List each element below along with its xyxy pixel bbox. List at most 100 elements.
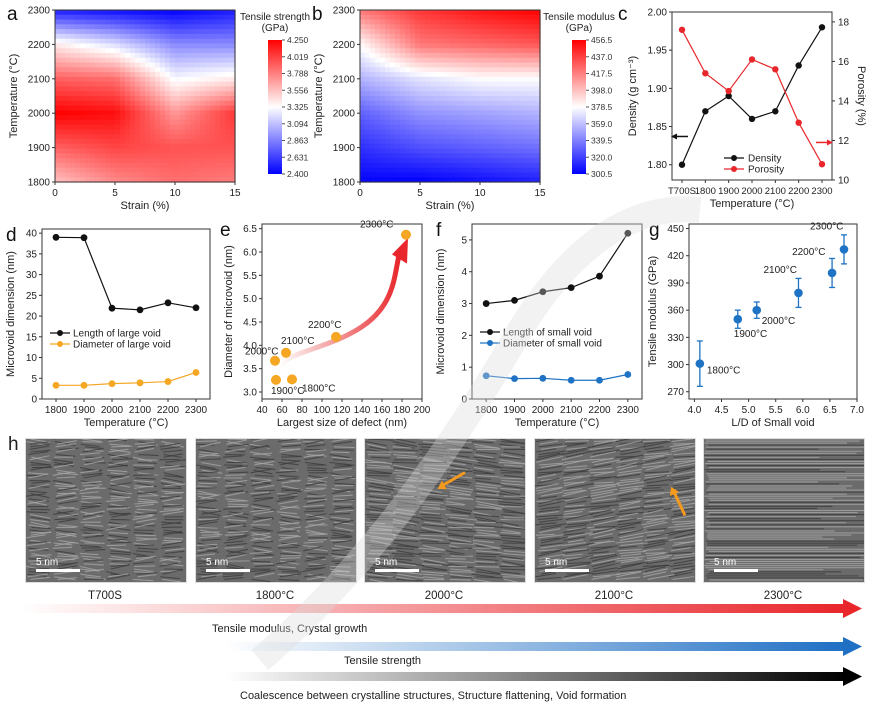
heatmap-cell bbox=[505, 86, 511, 91]
heatmap-cell bbox=[410, 134, 416, 139]
heatmap-cell bbox=[395, 125, 401, 130]
heatmap-cell bbox=[465, 67, 471, 72]
heatmap-cell bbox=[405, 72, 411, 77]
heatmap-cell bbox=[485, 63, 491, 68]
heatmap-cell bbox=[505, 163, 511, 168]
heatmap-cell bbox=[155, 101, 161, 106]
heatmap-cell bbox=[175, 144, 181, 149]
x-tick-label: 4.5 bbox=[715, 405, 729, 416]
heatmap-cell bbox=[165, 10, 171, 15]
y-axis-title: Temperature (°C) bbox=[8, 54, 20, 138]
heatmap-cell bbox=[165, 72, 171, 77]
heatmap-cell bbox=[440, 115, 446, 120]
heatmap-cell bbox=[365, 10, 371, 15]
heatmap-cell bbox=[415, 29, 421, 34]
heatmap-cell bbox=[365, 96, 371, 101]
heatmap-cell bbox=[120, 168, 126, 173]
heatmap-cell bbox=[425, 82, 431, 87]
scale-bar bbox=[206, 569, 250, 572]
heatmap-cell bbox=[385, 91, 391, 96]
heatmap-cell bbox=[390, 125, 396, 130]
heatmap-cell bbox=[450, 106, 456, 111]
heatmap-cell bbox=[525, 43, 531, 48]
y-tick-label: 420 bbox=[667, 251, 684, 262]
heatmap-cell bbox=[195, 91, 201, 96]
heatmap-cell bbox=[410, 120, 416, 125]
heatmap-cell bbox=[190, 39, 196, 44]
heatmap-cell bbox=[385, 29, 391, 34]
heatmap-cell bbox=[410, 39, 416, 44]
heatmap-cell bbox=[80, 48, 86, 53]
heatmap-cell bbox=[465, 129, 471, 134]
heatmap-cell bbox=[55, 139, 61, 144]
heatmap-cell bbox=[165, 158, 171, 163]
heatmap-cell bbox=[150, 72, 156, 77]
heatmap-cell bbox=[435, 139, 441, 144]
heatmap-cell bbox=[405, 53, 411, 58]
heatmap-cell bbox=[135, 110, 141, 115]
heatmap-cell bbox=[485, 39, 491, 44]
heatmap-cell bbox=[450, 110, 456, 115]
heatmap-cell bbox=[475, 101, 481, 106]
tem-image: 5 nm bbox=[703, 438, 865, 583]
heatmap-cell bbox=[455, 101, 461, 106]
heatmap-cell bbox=[85, 163, 91, 168]
heatmap-cell bbox=[200, 20, 206, 25]
heatmap-cell bbox=[485, 58, 491, 63]
heatmap-cell bbox=[115, 86, 121, 91]
heatmap-cell bbox=[105, 29, 111, 34]
heatmap-cell bbox=[210, 172, 216, 177]
heatmap-cell bbox=[180, 144, 186, 149]
heatmap-cell bbox=[195, 125, 201, 130]
heatmap-cell bbox=[180, 139, 186, 144]
heatmap-cell bbox=[430, 134, 436, 139]
heatmap-cell bbox=[100, 115, 106, 120]
heatmap-cell bbox=[220, 34, 226, 39]
heatmap-cell bbox=[390, 110, 396, 115]
heatmap-cell bbox=[400, 24, 406, 29]
heatmap-cell bbox=[55, 91, 61, 96]
heatmap-cell bbox=[225, 20, 231, 25]
heatmap-cell bbox=[120, 120, 126, 125]
heatmap-cell bbox=[415, 15, 421, 20]
heatmap-cell bbox=[455, 115, 461, 120]
heatmap-cell bbox=[165, 24, 171, 29]
heatmap-cell bbox=[170, 144, 176, 149]
heatmap-cell bbox=[485, 129, 491, 134]
heatmap-cell bbox=[530, 77, 536, 82]
heatmap-cell bbox=[130, 101, 136, 106]
heatmap-cell bbox=[225, 34, 231, 39]
heatmap-cell bbox=[75, 15, 81, 20]
heatmap-cell bbox=[440, 153, 446, 158]
heatmap-cell bbox=[390, 53, 396, 58]
heatmap-cell bbox=[495, 15, 501, 20]
heatmap-cell bbox=[500, 77, 506, 82]
data-point bbox=[752, 306, 761, 315]
heatmap-cell bbox=[495, 86, 501, 91]
heatmap-cell bbox=[220, 15, 226, 20]
heatmap-cell bbox=[100, 101, 106, 106]
heatmap-cell bbox=[145, 10, 151, 15]
heatmap-cell bbox=[400, 72, 406, 77]
heatmap-cell bbox=[400, 53, 406, 58]
heatmap-cell bbox=[215, 115, 221, 120]
heatmap-cell bbox=[120, 129, 126, 134]
data-point bbox=[109, 380, 116, 387]
heatmap-cell bbox=[135, 67, 141, 72]
heatmap-cell bbox=[500, 72, 506, 77]
heatmap-cell bbox=[95, 172, 101, 177]
heatmap-cell bbox=[215, 125, 221, 130]
heatmap-cell bbox=[160, 10, 166, 15]
heatmap-cell bbox=[510, 20, 516, 25]
heatmap-cell bbox=[165, 63, 171, 68]
heatmap-cell bbox=[55, 72, 61, 77]
heatmap-cell bbox=[105, 139, 111, 144]
heatmap-cell bbox=[155, 168, 161, 173]
heatmap-cell bbox=[80, 134, 86, 139]
heatmap-cell bbox=[55, 15, 61, 20]
heatmap-cell bbox=[405, 125, 411, 130]
heatmap-cell bbox=[135, 129, 141, 134]
y-tick-label: 15 bbox=[26, 332, 38, 343]
heatmap-cell bbox=[95, 115, 101, 120]
heatmap-cell bbox=[140, 158, 146, 163]
